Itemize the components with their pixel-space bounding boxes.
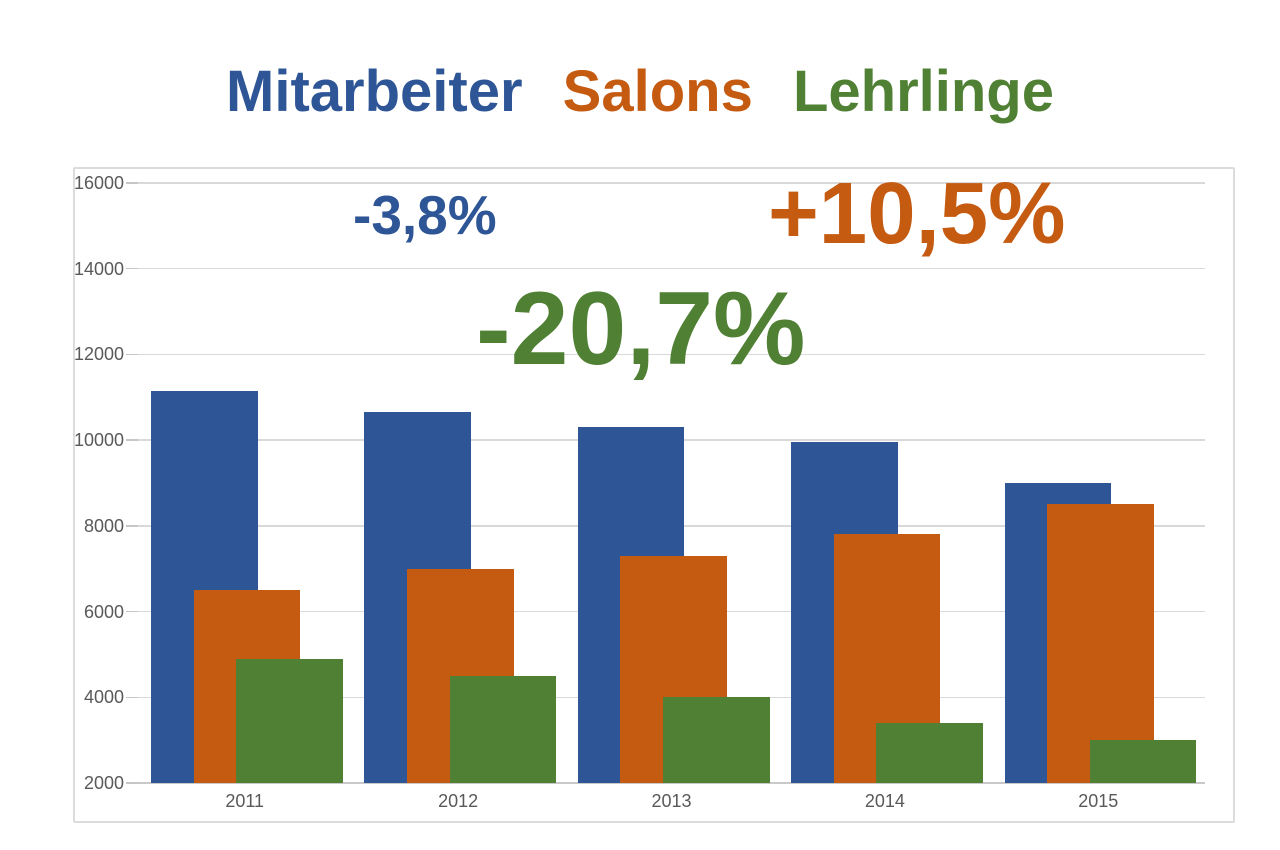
y-axis-label-2000: 2000: [83, 773, 124, 793]
x-axis-label-2013: 2013: [651, 791, 692, 811]
y-axis-tick-14000: [126, 267, 138, 270]
x-axis-label-2015: 2015: [1078, 791, 1119, 811]
y-axis-label-6000: 6000: [83, 601, 124, 622]
y-axis-label-14000: 14000: [73, 258, 124, 279]
y-axis-label-10000: 10000: [73, 430, 124, 451]
x-axis-label-2012: 2012: [438, 791, 479, 811]
bar-salons-2015: [1047, 504, 1154, 783]
legend-label-salons: Salons: [562, 59, 753, 124]
y-axis-tick-16000: [126, 182, 138, 184]
annotation-lehrlinge-percent: -20,7%: [476, 271, 806, 387]
gridline-14000: [138, 267, 1205, 270]
y-axis-tick-2000: [126, 782, 138, 784]
bar-lehrlinge-2011: [236, 658, 343, 783]
legend-label-mitarbeiter: Mitarbeiter: [226, 59, 523, 124]
chart-title-legend: Mitarbeiter Salons Lehrlinge: [0, 58, 1280, 125]
bar-lehrlinge-2014: [876, 723, 983, 783]
x-axis-label-2014: 2014: [864, 791, 905, 811]
y-axis-tick-8000: [126, 525, 138, 527]
y-axis-tick-12000: [126, 353, 138, 356]
y-axis-tick-4000: [126, 696, 138, 699]
legend-label-lehrlinge: Lehrlinge: [792, 59, 1054, 124]
gridline-16000: [138, 182, 1205, 184]
bar-lehrlinge-2012: [449, 675, 557, 783]
y-axis-label-12000: 12000: [73, 344, 124, 365]
bar-lehrlinge-2013: [663, 697, 770, 783]
bar-lehrlinge-2015: [1089, 740, 1197, 783]
y-axis-tick-10000: [126, 439, 138, 441]
gridline-2000: [138, 782, 1205, 784]
y-axis-tick-6000: [126, 610, 138, 613]
y-axis-label-16000: 16000: [73, 173, 124, 193]
annotation-mitarbeiter-percent: -3,8%: [353, 184, 497, 246]
y-axis-label-4000: 4000: [83, 687, 124, 708]
annotation-salons-percent: +10,5%: [768, 165, 1066, 262]
x-axis-label-2011: 2011: [225, 791, 265, 811]
gridline-12000: [138, 353, 1205, 356]
y-axis-label-8000: 8000: [83, 515, 124, 536]
